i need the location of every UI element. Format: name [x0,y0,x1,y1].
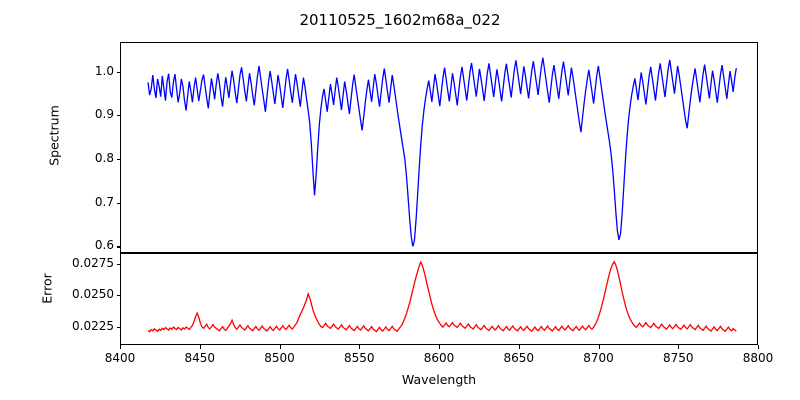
spectrum-ytick-label-2: 0.8 [94,151,114,166]
x-tick-0 [120,345,122,349]
spectrum-ytick-1 [116,202,120,204]
x-tick-7 [678,345,680,349]
x-tick-6 [598,345,600,349]
x-tick-label-5: 8650 [503,351,535,365]
spectrum-axis-label: Spectrum [46,105,62,166]
spectrum-ytick-0 [116,246,120,248]
x-tick-label-8: 8800 [742,351,774,365]
figure-title: 20110525_1602m68a_022 [299,11,501,29]
error-plot-area [121,254,757,344]
x-tick-label-7: 8750 [662,351,694,365]
x-tick-2 [279,345,281,349]
x-tick-label-6: 8700 [583,351,614,365]
error-ytick-2 [116,263,120,265]
spectrum-ytick-4 [116,71,120,73]
spectrum-ytick-label-0: 0.6 [94,238,114,253]
spectrum-ytick-2 [116,159,120,161]
error-ytick-label-1: 0.0250 [72,287,114,302]
error-ytick-1 [116,295,120,297]
error-ytick-label-2: 0.0275 [72,255,114,270]
error-trace [148,262,736,332]
x-tick-8 [758,345,760,349]
spectrum-panel [120,42,758,253]
spectrum-ytick-label-3: 0.9 [94,107,114,122]
x-tick-label-0: 8400 [104,351,136,365]
error-panel [120,253,758,345]
x-tick-5 [518,345,520,349]
error-ytick-label-0: 0.0225 [72,318,114,333]
x-axis-label: Wavelength [401,372,477,387]
spectrum-ytick-label-4: 1.0 [94,63,114,78]
spectrum-ytick-label-1: 0.7 [94,194,114,209]
x-tick-1 [199,345,201,349]
x-tick-label-1: 8450 [184,351,216,365]
spectrum-plot-area [121,43,757,252]
x-tick-4 [439,345,441,349]
x-tick-3 [359,345,361,349]
spectrum-ytick-3 [116,115,120,117]
spectrum-trace [148,58,736,247]
x-tick-label-3: 8550 [343,351,375,365]
x-tick-label-2: 8500 [264,351,295,365]
x-tick-label-4: 8600 [423,351,455,365]
error-ytick-0 [116,326,120,328]
